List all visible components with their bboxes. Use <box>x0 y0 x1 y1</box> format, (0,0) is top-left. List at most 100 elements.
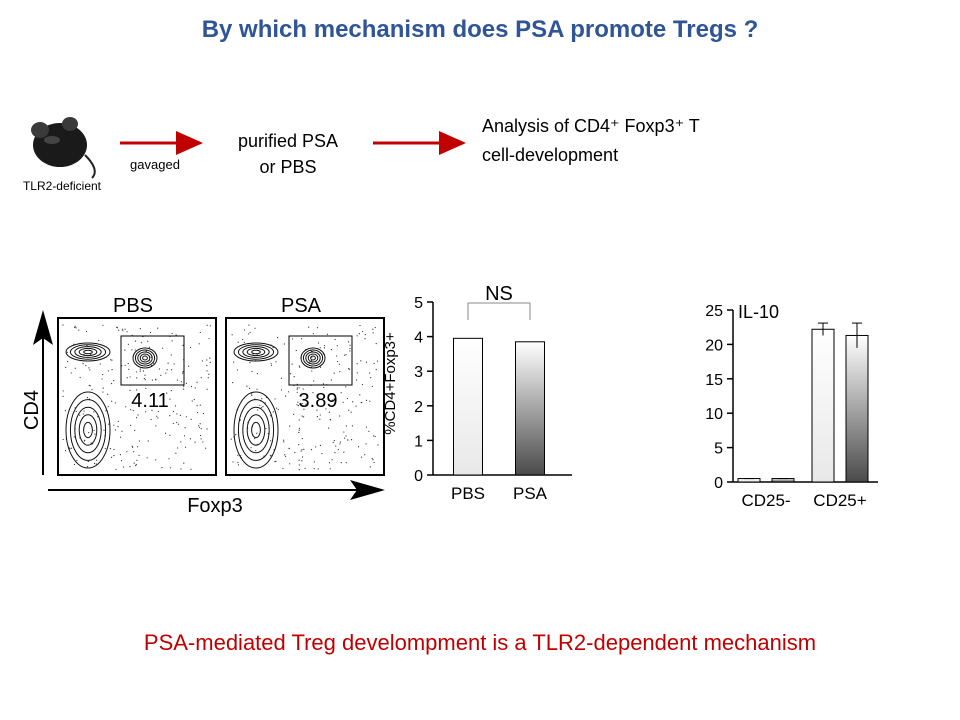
flow-dot <box>293 375 295 378</box>
flow-dot <box>352 401 354 403</box>
flow-dot <box>359 324 361 327</box>
bar <box>845 334 869 483</box>
flow-dot <box>348 409 350 411</box>
flow-contour <box>242 346 270 358</box>
flow-dot <box>339 443 341 445</box>
flow-dot <box>88 431 90 434</box>
flow-dot <box>169 434 171 436</box>
flow-dot <box>374 326 376 329</box>
flow-dot <box>333 439 335 442</box>
flow-dot <box>102 374 104 376</box>
flow-dot <box>332 441 334 443</box>
bar <box>453 337 483 476</box>
flow-dot <box>242 338 244 341</box>
flow-dot <box>319 347 321 349</box>
flow-dot <box>129 424 132 426</box>
flow-contour <box>78 414 98 446</box>
flow-dot <box>125 406 127 408</box>
flow-dot <box>129 376 131 378</box>
flow-dot <box>345 425 347 427</box>
flow-dot <box>339 371 341 373</box>
flow-dot <box>127 362 129 365</box>
flow-dot <box>300 450 302 452</box>
flow-dot <box>73 463 76 466</box>
flow-contour <box>69 399 107 461</box>
flow-dot <box>76 459 78 462</box>
flow-dot <box>289 373 292 375</box>
flow-dot <box>140 342 142 344</box>
flow-dot <box>139 328 141 330</box>
flow-dot <box>251 394 253 396</box>
flow-dot <box>270 440 272 442</box>
flow-dot <box>243 341 245 343</box>
flow-dot <box>89 385 91 387</box>
flow-dot <box>148 346 151 348</box>
flow-dot <box>374 435 376 438</box>
flow-dot <box>144 379 146 381</box>
flow-dot <box>127 343 129 345</box>
flow-dot <box>104 447 106 450</box>
flow-dot <box>328 462 331 464</box>
flow-dot <box>301 456 304 458</box>
flow-dot <box>251 370 253 373</box>
flow-dot <box>335 445 337 447</box>
flow-dot <box>111 369 113 371</box>
flow-dot <box>313 461 315 463</box>
flow-dot <box>291 363 293 365</box>
flow-dot <box>326 333 329 335</box>
flow-dot <box>261 398 263 400</box>
flow-dot <box>293 413 295 415</box>
flow-dot <box>147 440 149 442</box>
flow-dot <box>85 330 88 333</box>
flow-dot <box>291 338 294 340</box>
flow-dot <box>254 437 256 440</box>
flow-dot <box>311 370 313 372</box>
flow-dot <box>232 381 234 384</box>
flow-contour <box>246 414 266 446</box>
analysis-line: cell-development <box>482 145 618 165</box>
flow-dot <box>151 379 153 381</box>
flow-dot <box>276 336 279 339</box>
y-tick-label: 5 <box>414 295 423 312</box>
flow-dot <box>319 418 321 420</box>
flow-dot <box>135 463 137 466</box>
flow-dot <box>62 395 64 397</box>
flow-dot <box>180 381 183 383</box>
flow-contour <box>310 355 316 361</box>
flow-contour <box>242 406 270 454</box>
flow-dot <box>298 365 300 367</box>
flow-dot <box>283 441 285 443</box>
flow-dot <box>256 372 259 375</box>
flow-dot <box>191 400 193 402</box>
flow-dot <box>111 456 113 458</box>
flow-dot <box>206 388 208 390</box>
bar <box>771 478 795 483</box>
flow-dot <box>319 366 322 368</box>
flow-dot <box>198 343 200 345</box>
flow-dot <box>369 400 371 402</box>
flow-dot <box>339 441 341 443</box>
flow-dot <box>150 418 152 421</box>
flow-dot <box>134 429 136 432</box>
flow-dot <box>333 398 335 400</box>
flow-gate <box>288 335 353 386</box>
flow-dot <box>313 467 315 470</box>
flow-dot <box>79 376 81 379</box>
flow-dot <box>190 418 192 420</box>
flow-dot <box>323 344 325 347</box>
flow-dot <box>196 405 198 407</box>
y-tick-label: 25 <box>705 303 723 320</box>
flow-dot <box>114 429 116 431</box>
flow-arrow <box>33 310 53 345</box>
flow-dot <box>345 435 347 437</box>
flow-contour <box>142 355 148 361</box>
flow-contour <box>251 421 261 439</box>
flow-dot <box>347 368 350 370</box>
flow-dot <box>372 328 374 330</box>
flow-dot <box>365 361 367 363</box>
flow-dot <box>132 446 134 448</box>
y-tick-label: 10 <box>705 406 723 423</box>
flow-dot <box>334 402 336 404</box>
flow-dot <box>334 338 336 341</box>
